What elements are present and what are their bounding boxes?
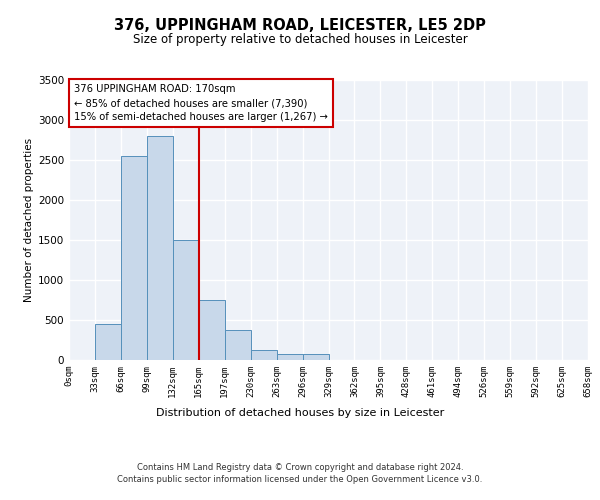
Bar xyxy=(199,300,224,360)
Bar xyxy=(95,324,121,360)
Bar xyxy=(121,156,147,360)
Text: 376 UPPINGHAM ROAD: 170sqm
← 85% of detached houses are smaller (7,390)
15% of s: 376 UPPINGHAM ROAD: 170sqm ← 85% of deta… xyxy=(74,84,328,122)
Text: Size of property relative to detached houses in Leicester: Size of property relative to detached ho… xyxy=(133,32,467,46)
Text: 376, UPPINGHAM ROAD, LEICESTER, LE5 2DP: 376, UPPINGHAM ROAD, LEICESTER, LE5 2DP xyxy=(114,18,486,32)
Text: Contains HM Land Registry data © Crown copyright and database right 2024.: Contains HM Land Registry data © Crown c… xyxy=(137,463,463,472)
Bar xyxy=(251,350,277,360)
Text: Contains public sector information licensed under the Open Government Licence v3: Contains public sector information licen… xyxy=(118,476,482,484)
Bar xyxy=(173,240,199,360)
Bar xyxy=(277,354,302,360)
Bar xyxy=(147,136,173,360)
Text: Distribution of detached houses by size in Leicester: Distribution of detached houses by size … xyxy=(156,408,444,418)
Bar xyxy=(302,354,329,360)
Y-axis label: Number of detached properties: Number of detached properties xyxy=(24,138,34,302)
Bar xyxy=(225,330,251,360)
